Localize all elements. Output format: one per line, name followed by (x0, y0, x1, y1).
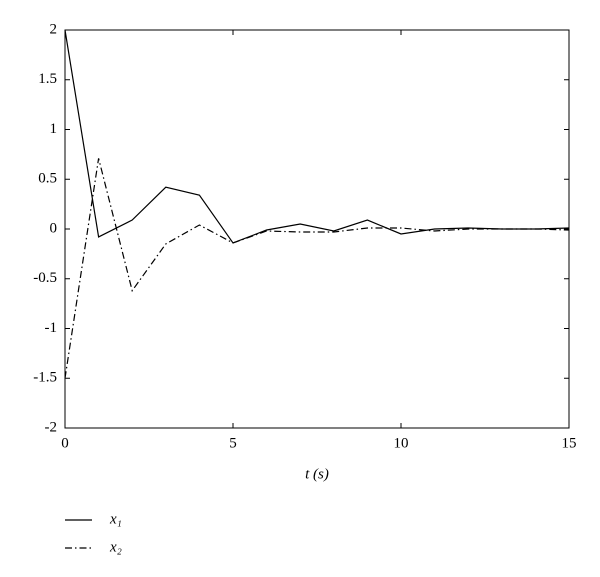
y-tick-label: 0 (50, 220, 58, 236)
y-tick-label: 0.5 (38, 171, 57, 187)
x-tick-label: 15 (562, 435, 577, 451)
y-tick-label: 1 (50, 121, 58, 137)
y-tick-label: -0.5 (33, 270, 57, 286)
x-axis-label: t (s) (305, 466, 329, 482)
y-tick-label: -2 (45, 419, 58, 435)
y-tick-label: 2 (50, 21, 58, 37)
legend-label: x₂ (109, 539, 122, 555)
x-tick-label: 10 (394, 435, 409, 451)
y-tick-label: -1 (45, 320, 58, 336)
x-tick-label: 5 (229, 435, 237, 451)
legend-label: x₁ (109, 511, 122, 527)
series-line (64, 158, 570, 379)
y-tick-label: 1.5 (38, 71, 57, 87)
y-tick-label: -1.5 (33, 370, 57, 386)
series-line (64, 29, 570, 244)
x-tick-label: 0 (61, 435, 69, 451)
